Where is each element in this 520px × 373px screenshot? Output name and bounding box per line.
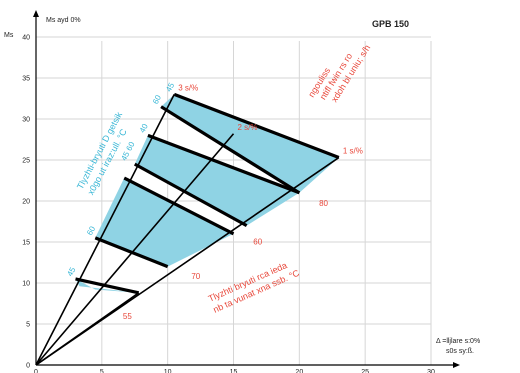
- chart-lines: [35, 92, 340, 366]
- x-tick-label: 0: [34, 369, 38, 373]
- y-tick-label: 0: [26, 363, 30, 370]
- inlet-temperature-label: 45: [164, 81, 176, 94]
- x-tick-label: 5: [100, 369, 104, 373]
- shaded-band: [161, 94, 339, 193]
- y-tick-label: 35: [22, 76, 30, 83]
- x-tick-label: 20: [295, 369, 303, 373]
- y-axis-label: Ms ayd 0%: [46, 17, 81, 24]
- y-tick-label: 5: [26, 322, 30, 329]
- shaded-band: [75, 278, 139, 293]
- x-tick-label: 25: [361, 369, 369, 373]
- grid: [36, 36, 432, 365]
- y-tick-label: 25: [22, 158, 30, 165]
- flow-line-label: 1 s/%: [343, 147, 363, 156]
- inlet-temperature-label: 60: [85, 224, 97, 237]
- axes: [33, 10, 460, 368]
- chart-title: GPB 150: [372, 19, 409, 29]
- outlet-temperature-label: 60: [253, 237, 262, 246]
- temperature-line: [133, 162, 248, 228]
- temperature-line: [147, 133, 300, 195]
- x-axis-label-line-2: s0s sy:ß.: [446, 348, 474, 355]
- inlet-temperature-label: 45: [65, 265, 77, 278]
- flow-line: [35, 133, 235, 366]
- y-tick-label: 30: [22, 117, 30, 124]
- red-annotation-top: ngouliss ntifl fwin rs ro xdoh bl uniu; …: [306, 43, 372, 104]
- outlet-temperature-label: 55: [123, 312, 132, 321]
- shaded-band: [95, 178, 234, 267]
- temperature-line: [75, 277, 140, 295]
- x-axis-arrow: [453, 362, 460, 368]
- y-axis-top-label: Ms: [4, 32, 14, 39]
- x-tick-label: 30: [427, 369, 435, 373]
- x-tick-label: 10: [164, 369, 172, 373]
- y-tick-label: 20: [22, 199, 30, 206]
- shaded-bands: [75, 94, 339, 293]
- x-axis-label-line-1: Δ =lljlare s:0%: [436, 338, 480, 345]
- inlet-temperature-label: 60: [151, 93, 163, 106]
- flow-line: [35, 94, 175, 366]
- flow-line-label: 3 s/%: [178, 83, 198, 92]
- y-tick-label: 40: [22, 35, 30, 42]
- outlet-temperature-label: 80: [319, 199, 328, 208]
- temperature-line: [160, 105, 301, 195]
- temperature-line: [123, 176, 235, 236]
- temperature-line: [94, 236, 169, 269]
- y-tick-label: 10: [22, 281, 30, 288]
- x-tick-label: 15: [230, 369, 238, 373]
- outlet-temperature-label: 70: [191, 272, 200, 281]
- y-tick-label: 15: [22, 240, 30, 247]
- shaded-band: [134, 135, 300, 226]
- y-axis-arrow: [33, 10, 39, 17]
- inlet-temperature-label: 40: [138, 122, 150, 135]
- red-annotation-bottom: Tlyzhti bryuti rca ieda nb ta vunat xna …: [207, 260, 302, 315]
- temperature-line: [173, 92, 340, 160]
- lower-boundary-line: [35, 292, 140, 366]
- flow-line-label: 2 s/%: [238, 123, 258, 132]
